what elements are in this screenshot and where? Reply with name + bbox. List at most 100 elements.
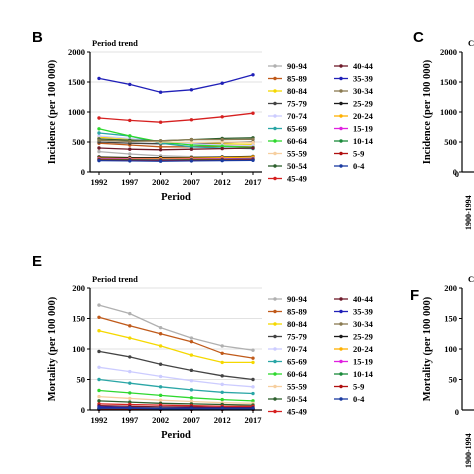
legend-label-30-34: 30-34: [353, 319, 374, 329]
legend-label-35-39: 35-39: [353, 307, 373, 317]
incidence-chart: 0 500 1000 1500 2000 1992 1997 2002 2007 2012 2017…: [47, 47, 374, 203]
data-point-0-4: [128, 406, 132, 410]
data-point-70-74: [128, 369, 132, 374]
data-point-60-64: [128, 134, 132, 138]
legend-marker-10-14: [339, 372, 343, 376]
legend-label-15-19: 15-19: [353, 357, 373, 367]
data-point-60-64: [189, 143, 194, 147]
x-tick-label: 2007: [183, 177, 201, 187]
legend-label-5-9: 5-9: [353, 382, 364, 392]
legend-label-0-4: 0-4: [353, 394, 365, 404]
data-point-55-59: [189, 399, 194, 404]
data-point-45-49: [97, 116, 101, 120]
data-point-35-39: [189, 88, 194, 92]
data-point-85-89: [189, 339, 194, 344]
data-point-90-94: [158, 325, 163, 330]
data-point-75-79: [128, 355, 132, 359]
data-point-80-84: [97, 329, 101, 333]
legend-label-40-44: 40-44: [353, 61, 374, 71]
data-point-80-84: [251, 360, 255, 365]
data-point-40-44: [97, 146, 101, 150]
mortality-chart: 0 50 100 150 200 1992 1997 2002 2007 2012 2017 Peri…: [47, 283, 374, 441]
data-point-40-44: [251, 146, 255, 150]
data-point-0-4: [189, 159, 194, 163]
panel-title-b: Period trend: [92, 38, 138, 48]
data-point-85-89: [128, 324, 132, 328]
f-tick-zero: 0: [455, 407, 459, 417]
data-point-30-34: [97, 138, 101, 142]
data-point-75-79: [158, 362, 163, 366]
y-tick-label: 200: [444, 283, 457, 293]
legend-marker-0-4: [339, 164, 343, 168]
series-line-70-74: [98, 366, 254, 388]
series-line-50-54: [98, 400, 254, 406]
legend-label-70-74: 70-74: [287, 344, 308, 354]
legend-marker-0-4: [339, 397, 343, 401]
data-point-0-4: [158, 159, 163, 163]
panel-title-e: Period trend: [92, 274, 138, 284]
x-tick-label: 2012: [214, 415, 231, 425]
legend-marker-85-89: [273, 309, 277, 314]
data-point-65-69: [251, 391, 255, 396]
panel-title-f: C: [468, 274, 474, 284]
x-axis-label: Period: [161, 430, 191, 441]
data-point-60-64: [251, 399, 255, 403]
mortality-chart-f: 50 100 150 200 Mortality (per 100 000): [422, 283, 474, 411]
data-point-35-39: [158, 90, 163, 94]
legend-label-20-24: 20-24: [353, 344, 374, 354]
series-line-40-44: [98, 147, 254, 151]
panel-letter-e: E: [32, 253, 42, 270]
data-point-85-89: [97, 315, 101, 319]
data-point-70-74: [97, 365, 101, 369]
data-point-0-4: [251, 158, 255, 162]
legend-marker-15-19: [339, 359, 343, 364]
legend-marker-65-69: [273, 126, 277, 131]
y-tick-label: 150: [444, 314, 457, 324]
data-point-85-89: [158, 332, 163, 336]
data-point-40-44: [158, 148, 163, 152]
series-line-80-84: [98, 330, 253, 364]
x-tick-label: 2017: [245, 415, 263, 425]
y-tick-label: 150: [72, 314, 85, 324]
legend-marker-80-84: [273, 322, 277, 326]
data-point-65-69: [97, 131, 101, 135]
data-point-65-69: [189, 388, 194, 392]
series-line-55-59: [98, 395, 254, 404]
x-tick-label: 2002: [152, 415, 169, 425]
data-point-65-69: [158, 385, 163, 389]
data-point-55-59: [251, 140, 255, 145]
series-line-90-94: [98, 304, 254, 351]
legend-marker-5-9: [339, 384, 343, 389]
data-point-60-64: [97, 388, 101, 393]
legend-marker-50-54: [273, 164, 277, 168]
data-point-0-4: [128, 159, 132, 163]
x-tick-label: 2002: [152, 177, 169, 187]
data-point-85-89: [220, 351, 224, 355]
legend-marker-75-79: [273, 334, 277, 339]
y-tick-label: 0: [81, 167, 85, 177]
data-point-35-39: [97, 76, 101, 81]
y-tick-label: 50: [77, 375, 86, 385]
legend-label-55-59: 55-59: [287, 149, 307, 159]
legend-marker-90-94: [273, 64, 277, 68]
data-point-45-49: [128, 118, 132, 123]
y-tick-label: 2000: [440, 47, 457, 57]
data-point-70-74: [220, 382, 224, 387]
data-point-80-84: [158, 344, 163, 348]
y-axis-label: Incidence (per 100 000): [47, 59, 58, 164]
f-year-label: 1900-1994: [464, 433, 473, 468]
data-point-70-74: [158, 374, 163, 379]
data-point-45-49: [158, 120, 163, 124]
legend-marker-90-94: [273, 297, 277, 301]
x-tick-label: 2007: [183, 415, 201, 425]
x-axis-label: Period: [161, 192, 191, 203]
legend-marker-45-49: [273, 409, 277, 414]
data-point-45-49: [220, 115, 224, 119]
y-tick-label: 1500: [68, 77, 85, 87]
legend-marker-85-89: [273, 76, 277, 81]
legend-marker-25-29: [339, 334, 343, 339]
series-line-45-49: [98, 112, 254, 123]
x-tick-label: 1997: [121, 177, 139, 187]
data-point-30-34: [220, 137, 224, 142]
data-point-80-84: [189, 353, 194, 357]
